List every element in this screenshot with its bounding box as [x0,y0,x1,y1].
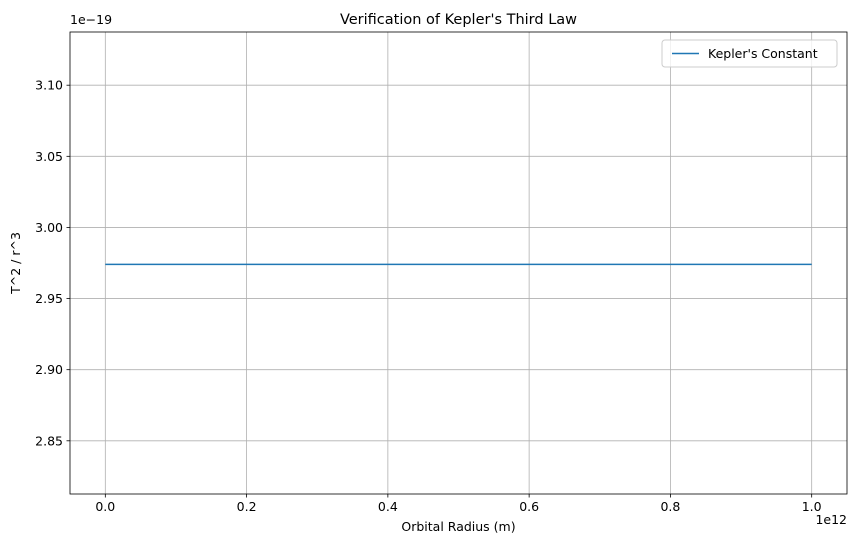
x-tick-label: 0.0 [95,499,115,514]
x-axis-label: Orbital Radius (m) [401,519,515,534]
y-axis-offset-label: 1e−19 [70,12,112,27]
grid [70,32,847,494]
legend-label: Kepler's Constant [708,46,818,61]
x-tick-label: 0.4 [378,499,398,514]
x-tick-label: 0.8 [660,499,680,514]
x-tick-label: 0.6 [519,499,539,514]
x-axis-offset-label: 1e12 [815,512,847,527]
y-axis-label: T^2 / r^3 [8,232,23,295]
plot-frame [69,31,848,495]
y-tick-label: 2.95 [35,291,63,306]
legend: Kepler's Constant [661,39,838,68]
x-tick-label: 1.0 [802,499,822,514]
y-tick-label: 3.10 [35,78,63,93]
y-tick-label: 3.00 [35,220,63,235]
chart-title: Verification of Kepler's Third Law [340,12,577,28]
x-axis: 0.0 0.2 0.4 0.6 0.8 1.0 [95,494,822,514]
y-tick-label: 2.85 [35,433,63,448]
y-tick-label: 2.90 [35,362,63,377]
y-tick-label: 3.05 [35,149,63,164]
x-tick-label: 0.2 [237,499,257,514]
y-axis: 2.85 2.90 2.95 3.00 3.05 3.10 [35,78,70,448]
legend-box [661,39,838,68]
